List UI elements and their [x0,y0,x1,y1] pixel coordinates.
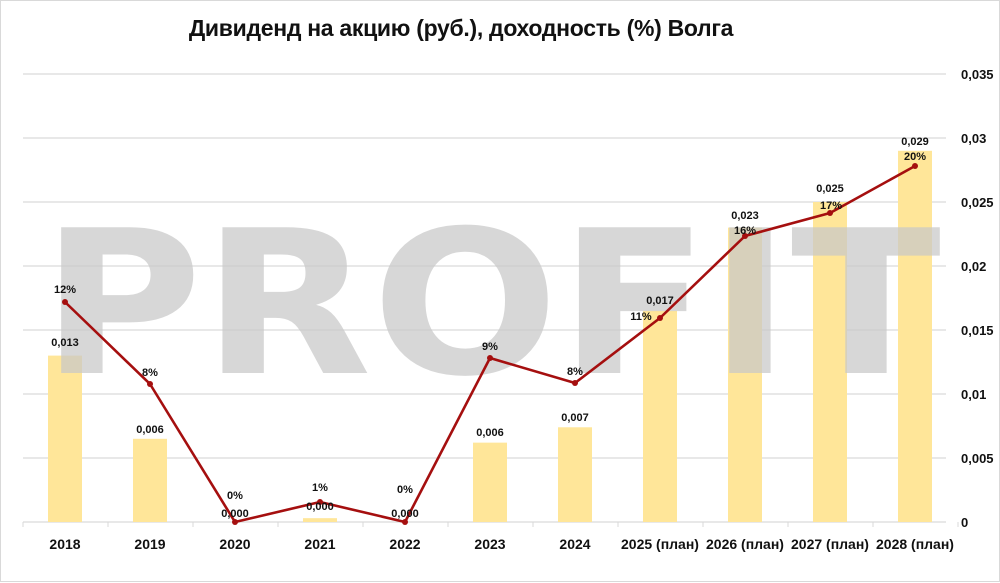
line-marker [317,499,323,505]
bar-value-label: 0,017 [646,295,674,307]
yield-value-label: 17% [820,200,842,212]
line-marker [657,315,663,321]
bar-dividend [558,427,592,522]
line-marker [62,299,68,305]
line-marker [402,519,408,525]
bar-value-label: 0,000 [221,508,249,520]
bar-value-label: 0,000 [391,508,419,520]
y-tick-label: 0,01 [961,387,986,402]
y-tick-label: 0,035 [961,67,994,82]
x-category-label: 2025 (план) [621,536,699,552]
bar-value-label: 0,013 [51,337,79,349]
yield-value-label: 9% [482,341,498,353]
line-marker [742,233,748,239]
chart-title: Дивиденд на акцию (руб.), доходность (%)… [188,15,734,41]
x-category-label: 2028 (план) [876,536,954,552]
yield-value-label: 16% [734,225,756,237]
x-category-label: 2020 [219,536,250,552]
bar-dividend [643,310,677,522]
bar-value-label: 0,006 [136,424,164,436]
yield-value-label: 20% [904,151,926,163]
y-tick-label: 0,025 [961,195,994,210]
bar-dividend [48,355,82,522]
bar-value-label: 0,000 [306,501,334,513]
x-category-label: 2018 [49,536,80,552]
bar-value-label: 0,023 [731,210,759,222]
yield-value-label: 8% [567,366,583,378]
x-category-label: 2026 (план) [706,536,784,552]
line-marker [487,355,493,361]
bar-value-label: 0,006 [476,427,504,439]
yield-value-label: 11% [630,311,652,323]
bar-value-label: 0,029 [901,136,929,148]
watermark-text: PROFIT [41,188,941,421]
yield-value-label: 12% [54,284,76,296]
bar-dividend [728,227,762,522]
x-category-label: 2024 [559,536,590,552]
y-tick-label: 0,005 [961,451,994,466]
x-category-label: 2023 [474,536,505,552]
y-tick-label: 0,03 [961,131,986,146]
bar-value-label: 0,007 [561,412,589,424]
yield-value-label: 0% [397,484,413,496]
y-tick-label: 0 [961,515,968,530]
yield-value-label: 8% [142,367,158,379]
y-tick-label: 0,015 [961,323,994,338]
bar-dividend [813,202,847,522]
bar-dividend [473,442,507,522]
line-marker [827,210,833,216]
yield-value-label: 1% [312,482,328,494]
x-category-label: 2027 (план) [791,536,869,552]
line-marker [912,163,918,169]
y-tick-label: 0,02 [961,259,986,274]
x-category-label: 2022 [389,536,420,552]
line-marker [232,519,238,525]
line-marker [572,380,578,386]
bar-dividend [133,438,167,522]
x-category-label: 2019 [134,536,165,552]
bar-dividend [898,150,932,523]
yield-value-label: 0% [227,490,243,502]
x-category-label: 2021 [304,536,335,552]
bar-dividend [303,518,337,522]
bar-value-label: 0,025 [816,183,844,195]
line-marker [147,381,153,387]
